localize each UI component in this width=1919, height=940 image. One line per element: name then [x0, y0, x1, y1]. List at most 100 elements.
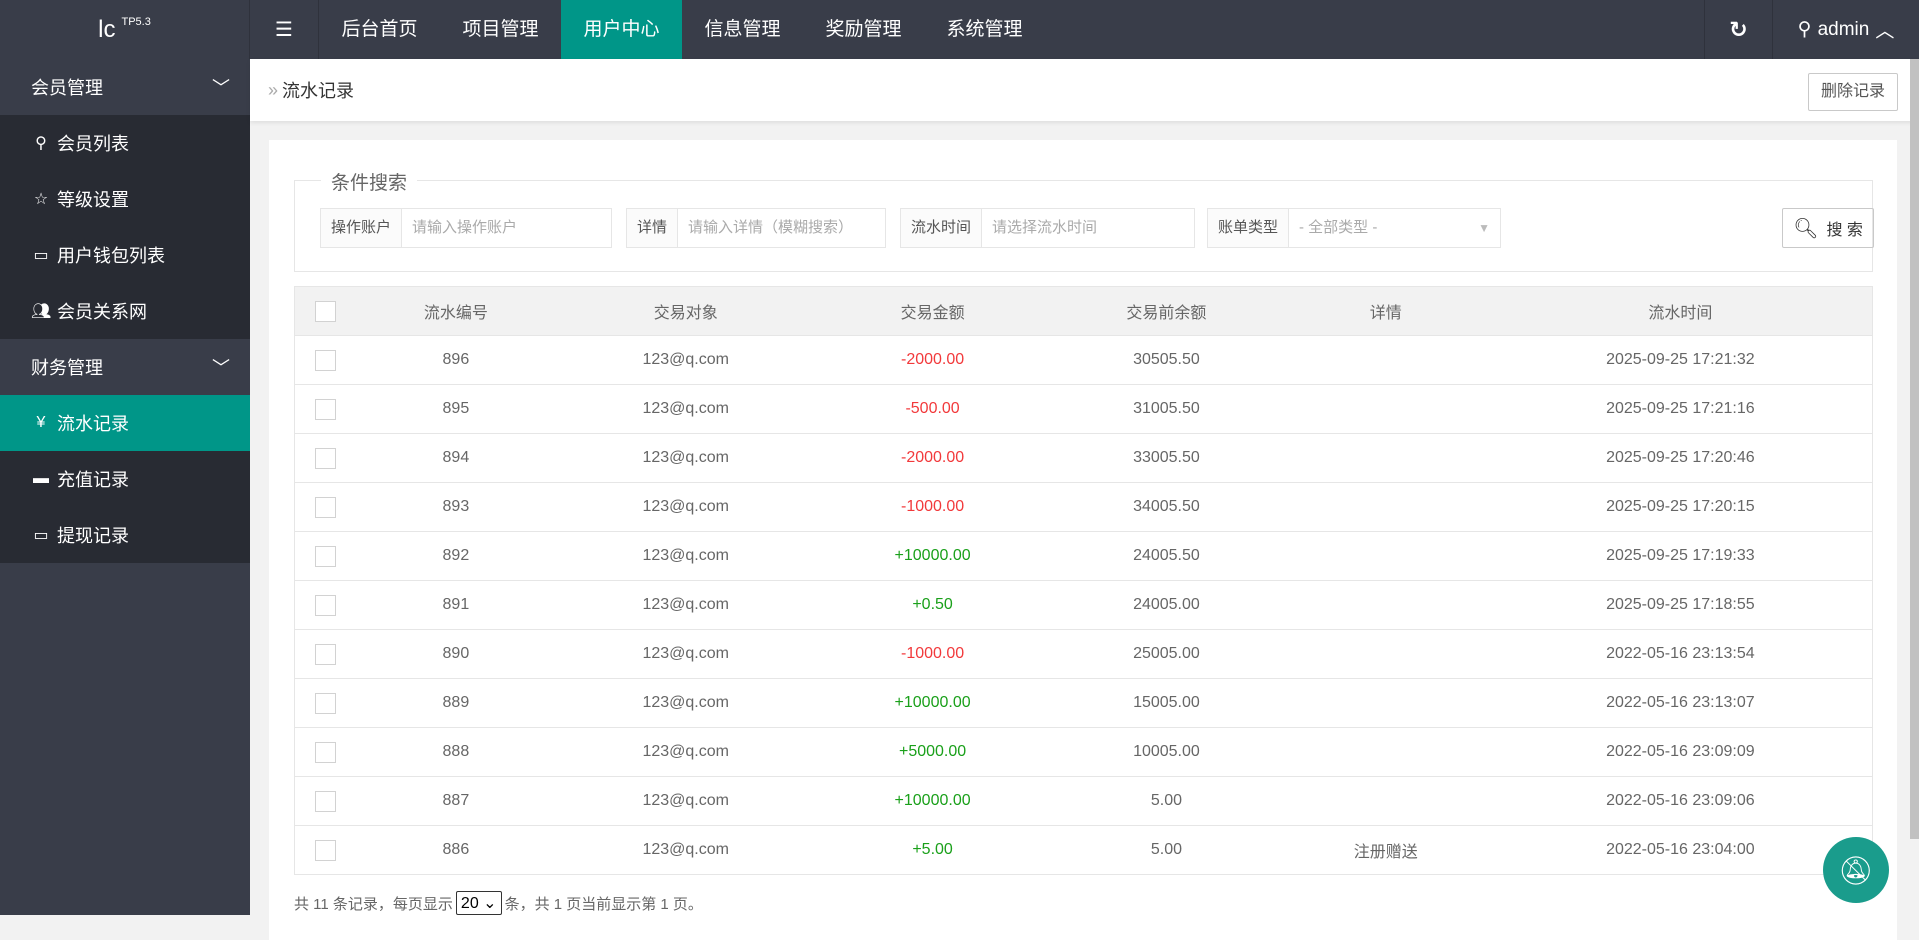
sidebar-item[interactable]: 👥︎ 会员关系网 [0, 283, 250, 339]
table-row: 894 123@q.com -2000.00 33005.50 2025-09-25 1… [294, 433, 1873, 483]
table-cell: 894 [355, 433, 557, 483]
sidebar-item[interactable]: ☆ 等级设置 [0, 171, 250, 227]
user-menu[interactable]: ⚲ admin ︿ [1773, 0, 1919, 59]
notification-off-icon[interactable]: 🔕︎ [1823, 837, 1889, 903]
paypal-icon: ▬ [33, 470, 49, 487]
card-icon: ▭ [33, 247, 49, 264]
time-field: 流水时间 请选择流水时间 [900, 208, 1195, 248]
logo: lc TP5.3 [0, 0, 250, 59]
time-input[interactable]: 请选择流水时间 [992, 219, 1098, 236]
table-cell: 895 [355, 384, 557, 434]
table-cell: +5000.00 [815, 727, 1050, 777]
column-header: 流水时间 [1488, 286, 1873, 336]
page-title: 流水记录 [282, 81, 355, 101]
table-cell: 33005.50 [1050, 433, 1283, 483]
star-icon: ☆ [33, 191, 49, 208]
search-button[interactable]: 🔍︎ 搜 索 [1782, 208, 1874, 248]
row-checkbox[interactable] [314, 398, 336, 420]
delete-records-button[interactable]: 删除记录 [1807, 73, 1898, 111]
menu-toggle-icon[interactable]: ☰ [250, 0, 319, 59]
table-cell: 2022-05-16 23:09:09 [1488, 727, 1873, 777]
table-cell: 2022-05-16 23:09:06 [1488, 776, 1873, 826]
table-cell: 123@q.com [556, 776, 816, 826]
table-cell: 890 [355, 629, 557, 679]
account-input[interactable]: 请输入操作账户 [412, 219, 518, 236]
sidebar-item[interactable]: ▭ 用户钱包列表 [0, 227, 250, 283]
page-size-select[interactable]: 20 ⌄ [455, 891, 502, 915]
user-icon: ⚲ [35, 135, 47, 152]
nav-item[interactable]: 信息管理 [704, 19, 781, 40]
sidebar: 会员管理 ﹀ ⚲ 会员列表 ☆ 等级设置 ▭ 用户钱包列表 👥︎ 会员关系网 财务管理 ﹀ ¥ 流水记录 ▬… [0, 59, 250, 915]
table-cell: 24005.50 [1050, 531, 1283, 581]
table-cell: 889 [355, 678, 557, 728]
table-cell [1282, 776, 1489, 826]
table-row: 886 123@q.com +5.00 5.00 注册赠送 2022-05-16 23:0… [294, 825, 1873, 875]
search-fieldset: 条件搜索 操作账户 请输入操作账户 详情 请输入详情（模糊搜索） 流水时间 请选择流水… [294, 168, 1874, 272]
sidebar-item[interactable]: ¥ 流水记录 [0, 395, 250, 451]
table-cell: 893 [355, 482, 557, 532]
records-table: 流水编号 交易对象 交易金额 交易前余额 详情 流水时间 896 123@q.com -200… [294, 286, 1873, 875]
table-cell: 123@q.com [556, 580, 816, 630]
table-cell: 2022-05-16 23:04:00 [1488, 825, 1873, 875]
sidebar-item[interactable]: ▭ 提现记录 [0, 507, 250, 563]
table-cell: 10005.00 [1050, 727, 1283, 777]
table-cell: 2025-09-25 17:19:33 [1488, 531, 1873, 581]
yen-icon: ¥ [36, 414, 46, 431]
table-cell: -2000.00 [815, 335, 1050, 385]
pagination: 共 11 条记录，每页显示 20 ⌄ 条，共 1 页当前显示第 1 页。 [294, 891, 703, 915]
table-cell [1282, 629, 1489, 679]
table-cell: 891 [355, 580, 557, 630]
table-cell: 2025-09-25 17:20:15 [1488, 482, 1873, 532]
table-cell: +5.00 [815, 825, 1050, 875]
table-cell: 123@q.com [556, 678, 816, 728]
row-checkbox[interactable] [314, 839, 336, 861]
sidebar-item[interactable]: ▬ 充值记录 [0, 451, 250, 507]
table-cell: -1000.00 [815, 482, 1050, 532]
table-cell: 887 [355, 776, 557, 826]
search-legend: 条件搜索 [321, 168, 418, 195]
row-checkbox[interactable] [314, 496, 336, 518]
select-all-checkbox[interactable] [314, 300, 336, 322]
users-icon: 👥︎ [31, 303, 52, 320]
detail-input[interactable]: 请输入详情（模糊搜索） [688, 219, 854, 236]
row-checkbox[interactable] [314, 741, 336, 763]
row-checkbox[interactable] [314, 447, 336, 469]
nav-item[interactable]: 用户中心 [561, 0, 682, 59]
table-cell: 15005.00 [1050, 678, 1283, 728]
card-icon: ▭ [33, 527, 49, 544]
table-cell: +10000.00 [815, 531, 1050, 581]
table-cell [1282, 727, 1489, 777]
table-cell: 123@q.com [556, 482, 816, 532]
row-checkbox[interactable] [314, 692, 336, 714]
detail-field: 详情 请输入详情（模糊搜索） [626, 208, 886, 248]
nav-item[interactable]: 奖励管理 [825, 19, 902, 40]
row-checkbox[interactable] [314, 643, 336, 665]
sidebar-group[interactable]: 会员管理 ﹀ [0, 59, 250, 115]
nav-item[interactable]: 项目管理 [462, 19, 539, 40]
nav-item[interactable]: 系统管理 [946, 19, 1023, 40]
table-cell [1282, 531, 1489, 581]
table-cell [1282, 678, 1489, 728]
row-checkbox[interactable] [314, 790, 336, 812]
top-nav: 后台首页 项目管理 用户中心 信息管理 奖励管理 系统管理 [319, 0, 1045, 59]
breadcrumb: » 流水记录 删除记录 [250, 59, 1919, 121]
table-cell: -500.00 [815, 384, 1050, 434]
row-checkbox[interactable] [314, 545, 336, 567]
row-checkbox[interactable] [314, 349, 336, 371]
table-cell [1282, 433, 1489, 483]
row-checkbox[interactable] [314, 594, 336, 616]
table-cell: 2022-05-16 23:13:54 [1488, 629, 1873, 679]
table-cell: 2025-09-25 17:21:32 [1488, 335, 1873, 385]
sidebar-item[interactable]: ⚲ 会员列表 [0, 115, 250, 171]
refresh-icon[interactable]: ↻ [1704, 0, 1773, 59]
table-row: 889 123@q.com +10000.00 15005.00 2022-05-16 … [294, 678, 1873, 728]
table-cell: 896 [355, 335, 557, 385]
type-select[interactable]: - 全部类型 - [1299, 219, 1378, 236]
chevron-up-icon: ︿ [1875, 21, 1895, 42]
table-cell: 2022-05-16 23:13:07 [1488, 678, 1873, 728]
table-row: 893 123@q.com -1000.00 34005.50 2025-09-25 1… [294, 482, 1873, 532]
sidebar-group[interactable]: 财务管理 ﹀ [0, 339, 250, 395]
table-cell: 123@q.com [556, 825, 816, 875]
scrollbar[interactable] [1910, 59, 1919, 839]
nav-item[interactable]: 后台首页 [341, 19, 418, 40]
